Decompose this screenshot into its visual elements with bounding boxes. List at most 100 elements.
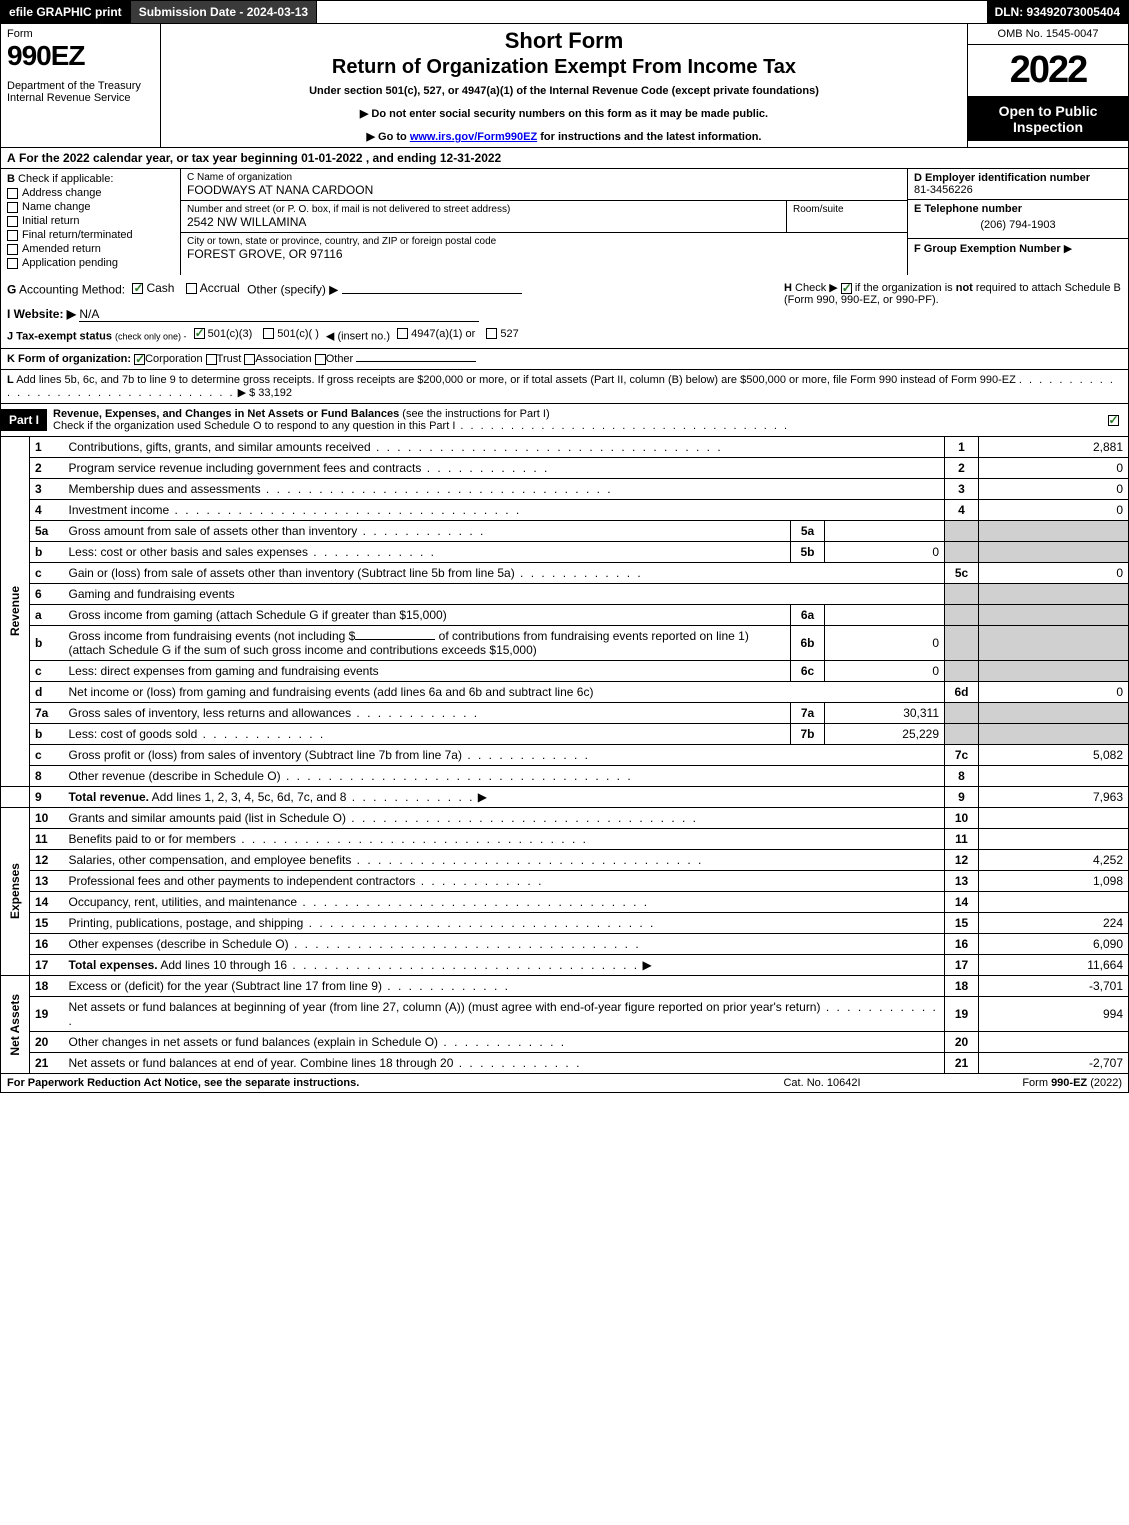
ein-block: D Employer identification number 81-3456… (908, 169, 1128, 200)
checkbox-icon[interactable] (486, 328, 497, 339)
part1-badge: Part I (1, 409, 47, 431)
line-9: 9Total revenue. Add lines 1, 2, 3, 4, 5c… (1, 787, 1129, 808)
line-7b: bLess: cost of goods sold7b25,229 (1, 724, 1129, 745)
line-17: 17Total expenses. Add lines 10 through 1… (1, 955, 1129, 976)
top-bar: efile GRAPHIC print Submission Date - 20… (0, 0, 1129, 24)
form-word: Form (7, 28, 154, 40)
contrib-input[interactable] (355, 639, 435, 640)
cb-trust[interactable]: Trust (206, 353, 242, 365)
checkbox-icon[interactable] (263, 328, 274, 339)
cb-other[interactable]: Other (315, 353, 354, 365)
checkbox-icon[interactable] (7, 258, 18, 269)
line-16: 16Other expenses (describe in Schedule O… (1, 934, 1129, 955)
checkbox-icon[interactable] (7, 216, 18, 227)
revenue-label: Revenue (6, 582, 24, 640)
tax-year: 2022 (968, 45, 1128, 97)
cb-corporation[interactable]: Corporation (134, 353, 202, 365)
line-3: 3Membership dues and assessments30 (1, 479, 1129, 500)
other-specify-input[interactable] (342, 293, 522, 294)
paperwork-notice: For Paperwork Reduction Act Notice, see … (7, 1077, 722, 1089)
cb-schedule-b[interactable] (841, 283, 852, 294)
checkbox-icon[interactable] (7, 244, 18, 255)
line-20: 20Other changes in net assets or fund ba… (1, 1032, 1129, 1053)
lines-table: Revenue 1 Contributions, gifts, grants, … (0, 437, 1129, 1074)
line-13: 13Professional fees and other payments t… (1, 871, 1129, 892)
cb-schedule-o[interactable] (1108, 415, 1119, 426)
arrow-icon: ▶ (1064, 243, 1072, 255)
cb-amended-return[interactable]: Amended return (7, 243, 174, 255)
cb-527[interactable]: 527 (486, 328, 518, 340)
arrow-icon: ▶ (642, 958, 651, 972)
short-form-title: Short Form (171, 28, 957, 54)
checkbox-icon[interactable] (134, 354, 145, 365)
part1-header: Part I Revenue, Expenses, and Changes in… (0, 404, 1129, 437)
line-2: 2Program service revenue including gover… (1, 458, 1129, 479)
row-i-label: I Website: ▶ (7, 307, 76, 321)
city-block: City or town, state or province, country… (181, 233, 907, 264)
dept-label: Department of the Treasury Internal Reve… (7, 80, 154, 104)
cb-final-return[interactable]: Final return/terminated (7, 229, 174, 241)
line-12: 12Salaries, other compensation, and empl… (1, 850, 1129, 871)
line-6b: bGross income from fundraising events (n… (1, 626, 1129, 661)
amount-1: 2,881 (979, 437, 1129, 458)
row-gh: G Accounting Method: Cash Accrual Other … (0, 275, 1129, 349)
arrow-icon: ▶ (478, 790, 487, 804)
cb-name-change[interactable]: Name change (7, 201, 174, 213)
row-j: J Tax-exempt status (check only one) - 5… (7, 328, 772, 343)
header-left: Form 990EZ Department of the Treasury In… (1, 24, 161, 147)
line-6c: cLess: direct expenses from gaming and f… (1, 661, 1129, 682)
line-4: 4Investment income40 (1, 500, 1129, 521)
irs-link[interactable]: www.irs.gov/Form990EZ (410, 131, 537, 143)
expenses-label: Expenses (6, 859, 24, 923)
checkbox-icon[interactable] (397, 328, 408, 339)
phone-block: E Telephone number (206) 794-1903 (908, 200, 1128, 239)
omb-number: OMB No. 1545-0047 (968, 24, 1128, 45)
line-19: 19Net assets or fund balances at beginni… (1, 997, 1129, 1032)
cat-number: Cat. No. 10642I (722, 1077, 922, 1089)
checkbox-icon[interactable] (7, 230, 18, 241)
checkbox-icon[interactable] (7, 188, 18, 199)
col-b: B Check if applicable: Address change Na… (1, 169, 181, 275)
checkbox-icon[interactable] (244, 354, 255, 365)
line-7a: 7aGross sales of inventory, less returns… (1, 703, 1129, 724)
netassets-label: Net Assets (6, 990, 24, 1060)
col-c: C Name of organization FOODWAYS AT NANA … (181, 169, 908, 275)
ein-value: 81-3456226 (914, 184, 1122, 196)
street-address: 2542 NW WILLAMINA (187, 215, 780, 229)
cb-cash[interactable]: Cash (132, 281, 174, 295)
cb-4947[interactable]: 4947(a)(1) or (397, 328, 475, 340)
subtitle: Under section 501(c), 527, or 4947(a)(1)… (171, 85, 957, 97)
cb-application-pending[interactable]: Application pending (7, 257, 174, 269)
row-a: A For the 2022 calendar year, or tax yea… (0, 148, 1129, 169)
cb-association[interactable]: Association (244, 353, 311, 365)
other-org-input[interactable] (356, 361, 476, 362)
cb-address-change[interactable]: Address change (7, 187, 174, 199)
header-center: Short Form Return of Organization Exempt… (161, 24, 968, 147)
submission-date: Submission Date - 2024-03-13 (131, 1, 317, 23)
row-h: H Check ▶ if the organization is not req… (778, 275, 1128, 348)
line-6d: dNet income or (loss) from gaming and fu… (1, 682, 1129, 703)
checkbox-icon[interactable] (132, 283, 143, 294)
checkbox-icon[interactable] (206, 354, 217, 365)
checkbox-icon[interactable] (315, 354, 326, 365)
row-g: G Accounting Method: Cash Accrual Other … (1, 275, 778, 348)
line-5a: 5aGross amount from sale of assets other… (1, 521, 1129, 542)
col-d: D Employer identification number 81-3456… (908, 169, 1128, 275)
section-bcd: B Check if applicable: Address change Na… (0, 169, 1129, 275)
instruction-ssn: ▶ Do not enter social security numbers o… (171, 107, 957, 120)
cb-501c3[interactable]: 501(c)(3) (194, 328, 253, 340)
cb-initial-return[interactable]: Initial return (7, 215, 174, 227)
line-7c: cGross profit or (loss) from sales of in… (1, 745, 1129, 766)
cb-accrual[interactable]: Accrual (186, 281, 240, 295)
row-l: L Add lines 5b, 6c, and 7b to line 9 to … (0, 370, 1129, 404)
row-a-text: For the 2022 calendar year, or tax year … (19, 151, 501, 165)
checkbox-icon[interactable] (194, 328, 205, 339)
group-exemption-block: F Group Exemption Number ▶ (908, 239, 1128, 258)
checkbox-icon[interactable] (7, 202, 18, 213)
row-k: K Form of organization: Corporation Trus… (0, 349, 1129, 370)
checkbox-icon[interactable] (186, 283, 197, 294)
efile-label[interactable]: efile GRAPHIC print (1, 1, 131, 23)
cb-501c[interactable]: 501(c)( ) (263, 328, 319, 340)
line-5b: bLess: cost or other basis and sales exp… (1, 542, 1129, 563)
street-row: Number and street (or P. O. box, if mail… (181, 201, 907, 233)
